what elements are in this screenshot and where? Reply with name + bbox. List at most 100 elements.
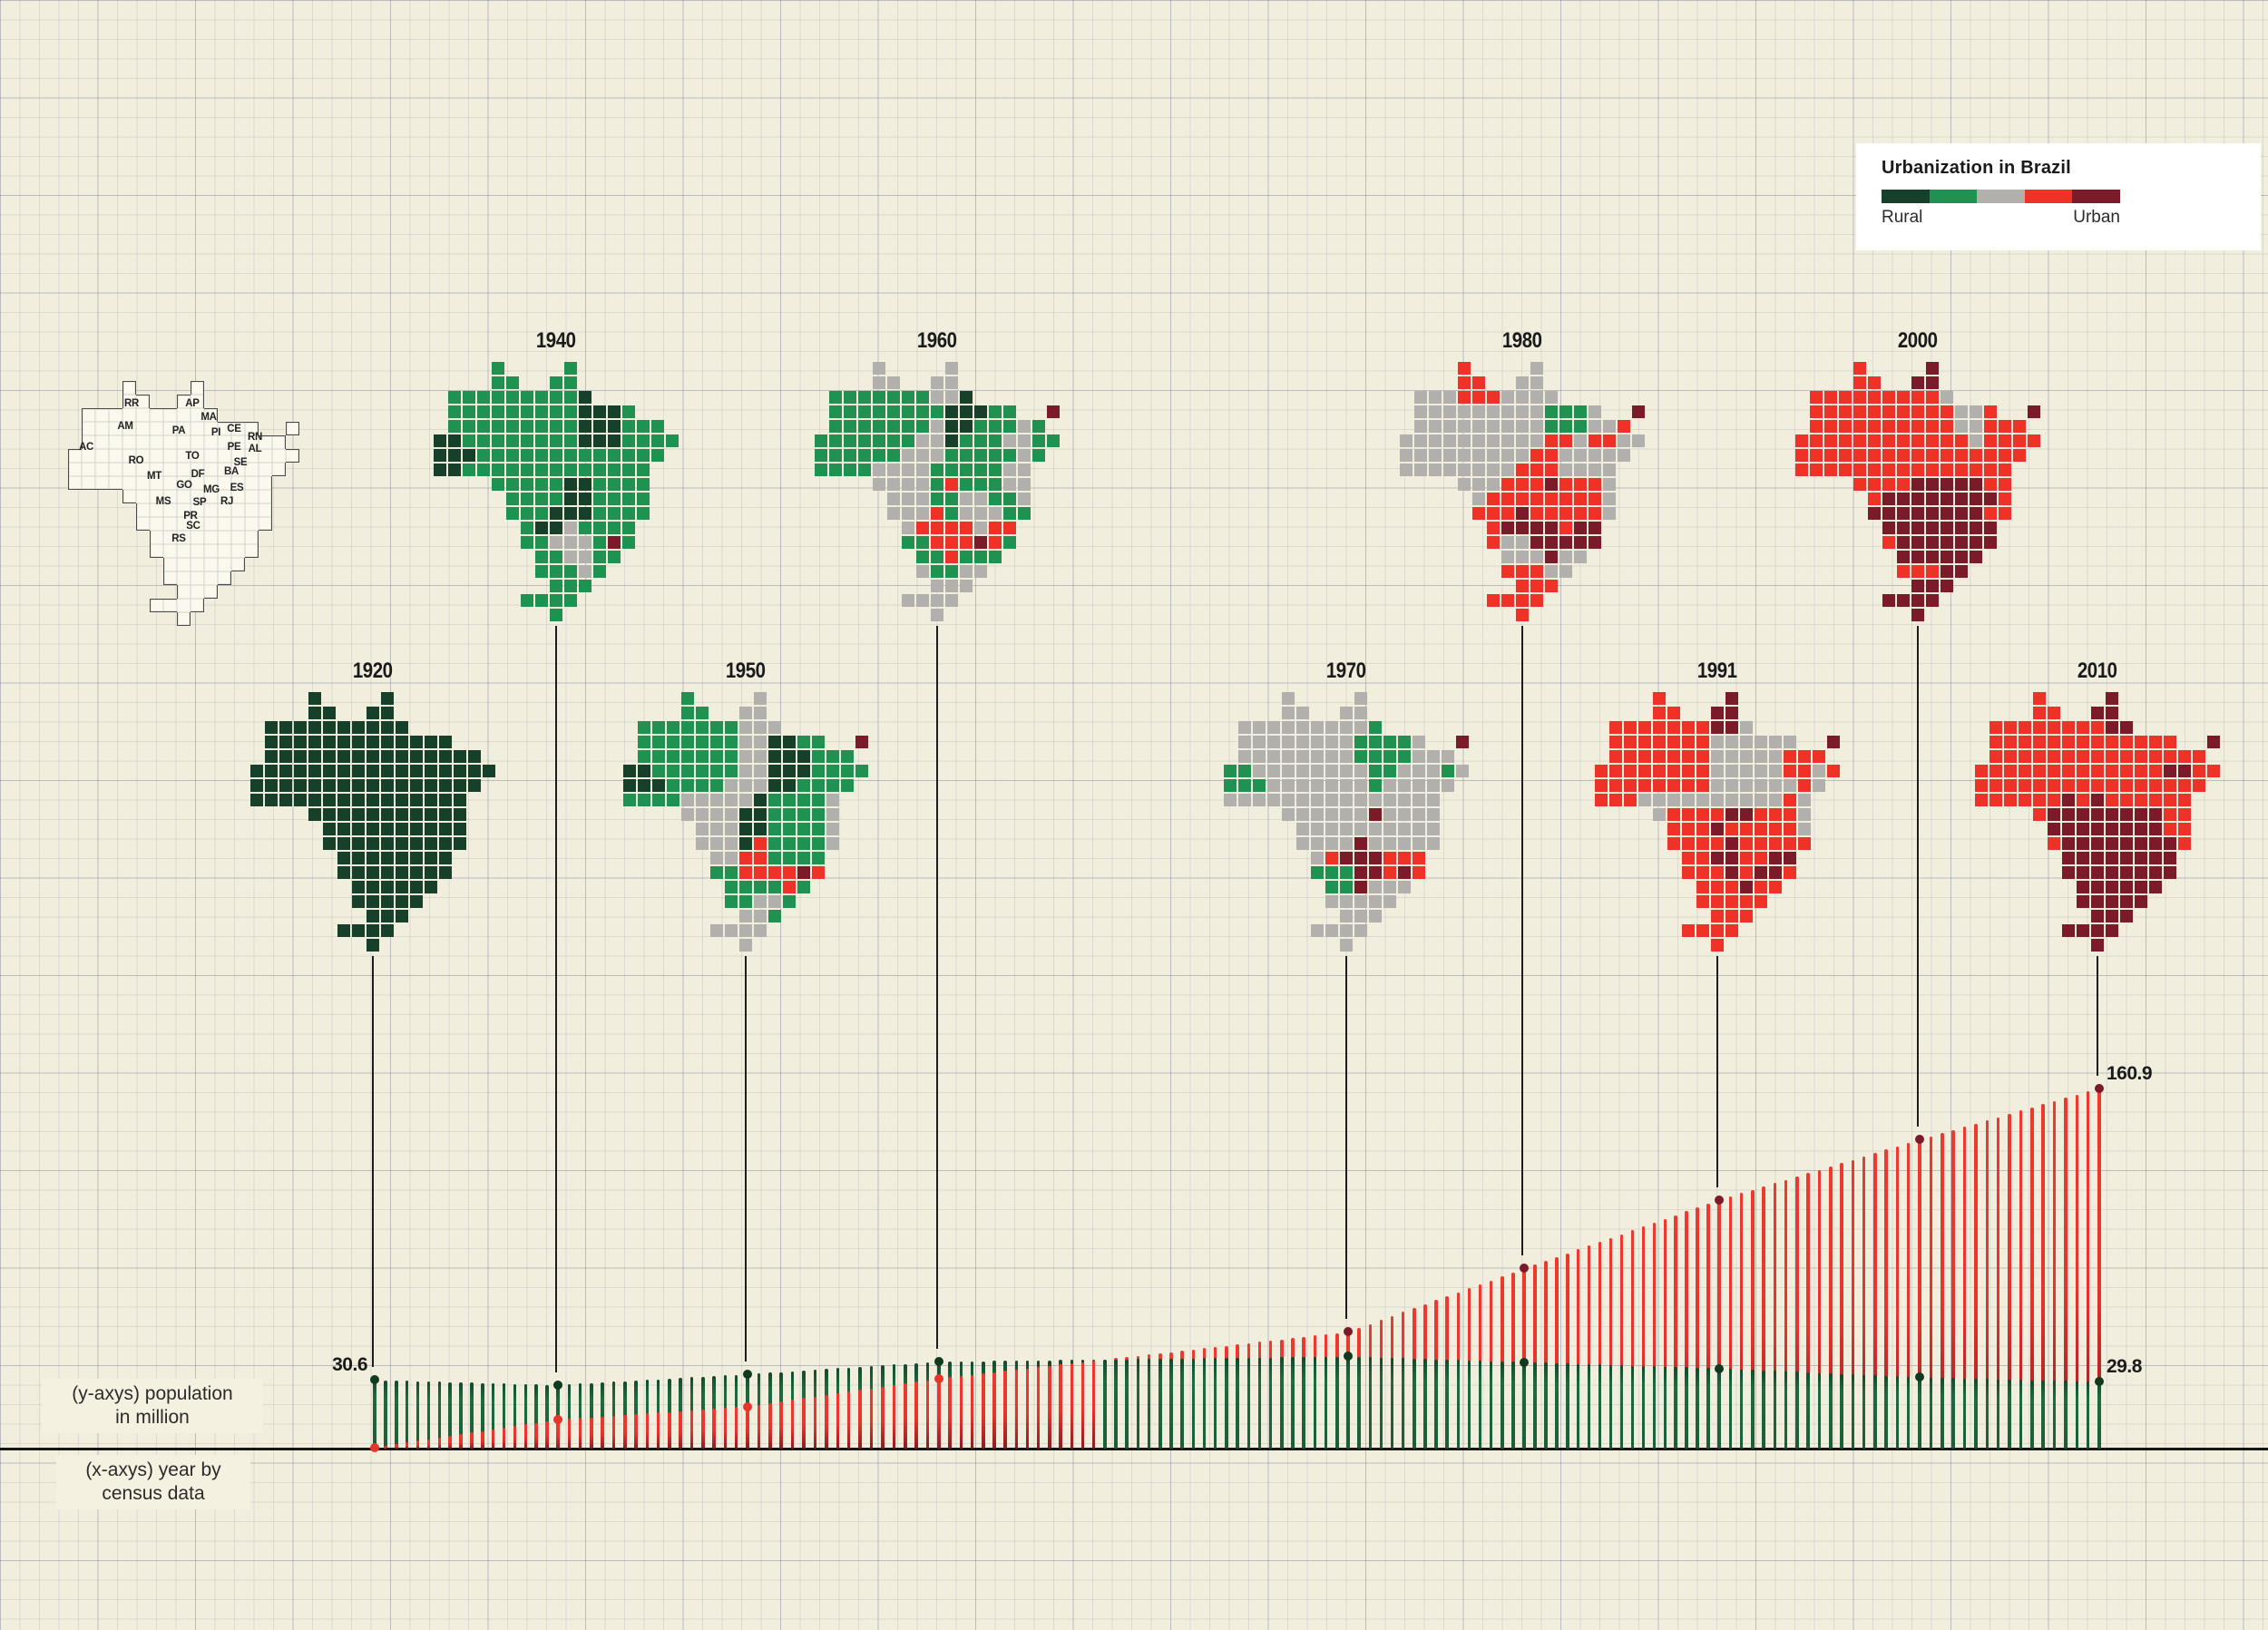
map-cell [367, 765, 379, 777]
urban-population-stem [948, 1377, 952, 1449]
map-cell [425, 779, 437, 792]
map-cell [696, 736, 709, 748]
map-cell [1047, 434, 1060, 447]
map-cell [535, 551, 548, 563]
map-cell [593, 522, 606, 534]
rural-population-stem [1103, 1359, 1107, 1449]
map-cell [887, 420, 900, 433]
rural-population-stem [1951, 1378, 1955, 1449]
reference-map-cell [122, 395, 136, 408]
map-cell [579, 565, 591, 578]
rural-population-stem [384, 1380, 387, 1449]
map-cell [696, 823, 709, 835]
rural-population-stem [1985, 1379, 1989, 1449]
rural-population-stem [1630, 1365, 1635, 1449]
map-cell [1003, 449, 1016, 462]
map-cell [468, 765, 481, 777]
reference-map-cell [150, 408, 163, 422]
map-cell [425, 881, 437, 893]
map-cell [579, 420, 591, 433]
rural-population-stem [1817, 1372, 1822, 1449]
map-cell [916, 405, 929, 418]
rural-population-stem [1511, 1362, 1515, 1449]
map-cell [352, 924, 365, 937]
map-cell [651, 449, 664, 462]
rural-population-stem [1478, 1361, 1482, 1449]
reference-map-state-label: SE [233, 457, 248, 468]
map-cell [550, 551, 562, 563]
reference-map-cell [204, 476, 218, 490]
reference-map-cell [163, 517, 177, 531]
map-cell [608, 405, 621, 418]
map-cell [1003, 405, 1016, 418]
map-cell [367, 866, 379, 879]
map-cell [323, 707, 336, 719]
map-cell [352, 895, 365, 908]
map-cell [844, 449, 856, 462]
map-cell [492, 391, 504, 404]
reference-map-cell [177, 517, 191, 531]
reference-map-state-label: PE [227, 442, 241, 453]
reference-map-cell [259, 503, 272, 517]
map-cell [622, 507, 635, 520]
reference-map-cell [218, 503, 231, 517]
map-cell [352, 721, 365, 734]
map-1960: 1960 [814, 328, 1061, 622]
map-cell [308, 736, 321, 748]
map-cell [564, 434, 577, 447]
map-cell [367, 707, 379, 719]
urban-population-stem [415, 1440, 420, 1449]
reference-map-cell [218, 435, 231, 449]
reference-map-state-label: BA [223, 466, 240, 477]
map-cell [564, 376, 577, 389]
map-cell [797, 794, 810, 806]
reference-map-cell [272, 463, 286, 476]
map-cell [506, 507, 519, 520]
legend-title: Urbanization in Brazil [1882, 158, 2071, 178]
map-cell [454, 779, 466, 792]
legend-scale-labels: Rural Urban [1882, 208, 2120, 228]
reference-map-cell [177, 408, 191, 422]
reference-map-cell [218, 571, 231, 585]
reference-map-cell [286, 422, 299, 435]
map-cell [841, 765, 854, 777]
reference-map-state-label: MS [155, 496, 171, 507]
map-cell [323, 808, 336, 821]
map-cell [521, 493, 533, 505]
map-cell [521, 420, 533, 433]
map-cell [812, 823, 825, 835]
reference-map-cell [191, 517, 204, 531]
reference-map-cell [136, 490, 150, 503]
map-cell [916, 449, 929, 462]
map-1940: 1940 [433, 328, 679, 622]
reference-map-cell [177, 612, 191, 626]
rural-population-stem [1202, 1358, 1207, 1449]
rural-census-dot [1915, 1372, 1924, 1382]
map-cell [637, 434, 650, 447]
reference-map-cell [68, 463, 82, 476]
map-cell [768, 881, 781, 893]
urban-population-stem [790, 1400, 795, 1449]
map-cell [352, 866, 365, 879]
map-cell [593, 507, 606, 520]
map-cell [651, 420, 664, 433]
map-cell [667, 765, 679, 777]
reference-map-cell [191, 381, 204, 395]
rural-census-dot [2095, 1377, 2104, 1387]
urban-population-stem [802, 1398, 806, 1449]
legend-label-rural: Rural [1882, 208, 1923, 227]
map-cell [783, 750, 796, 763]
map-cell [754, 692, 767, 705]
map-cell [608, 507, 621, 520]
map-cell [410, 736, 423, 748]
map-cell [812, 866, 825, 879]
reference-map-cell [245, 503, 259, 517]
reference-map-state-label: PR [183, 511, 198, 522]
urban-population-stem [869, 1388, 874, 1449]
rural-population-stem [2097, 1381, 2101, 1449]
rural-population-stem [1501, 1361, 1504, 1449]
map-cell [593, 536, 606, 549]
map-cell [844, 434, 856, 447]
reference-map-cell [122, 422, 136, 435]
map-cell [887, 405, 900, 418]
